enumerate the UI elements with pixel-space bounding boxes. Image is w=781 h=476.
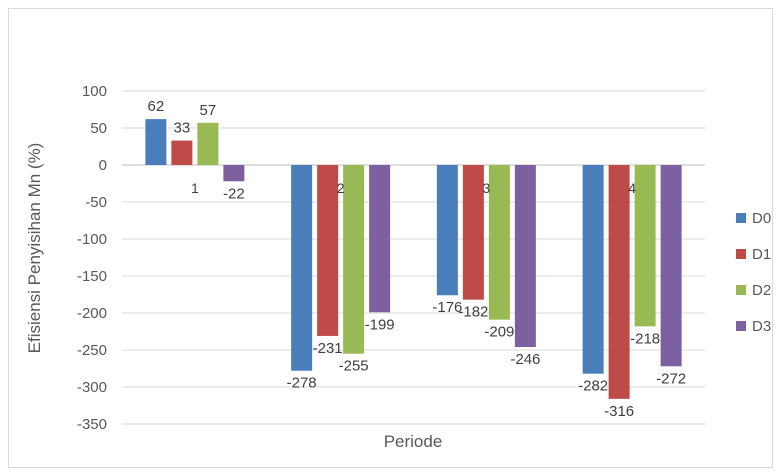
bar-d3-4 (660, 165, 682, 367)
legend-label-d2: D2 (752, 282, 771, 299)
data-label: -218 (630, 330, 660, 347)
data-label: -272 (656, 370, 686, 387)
bars (145, 119, 682, 399)
data-label: 57 (200, 102, 217, 119)
y-axis-ticks: 100 50 0 -50 -100 -150 -200 -250 -300 -350 (77, 83, 107, 433)
gridlines (122, 90, 705, 425)
data-label: -316 (604, 403, 634, 420)
y-tick-label: -300 (77, 379, 107, 396)
bar-d1-1 (171, 140, 193, 165)
x-category-label: 2 (337, 180, 345, 196)
legend-label-d0: D0 (752, 210, 771, 227)
bar-d1-4 (608, 165, 630, 399)
bar-d3-2 (369, 165, 391, 313)
data-label: 62 (148, 98, 165, 115)
x-category-label: 1 (191, 180, 199, 196)
y-tick-label: -100 (77, 231, 107, 248)
data-labels: 62 33 57 -22 1 -278 -231-255 -199 2 -176-182 -209 -… (148, 98, 687, 420)
data-label: -282 (578, 378, 608, 395)
data-label: -199 (365, 316, 395, 333)
legend-swatch-d0 (736, 213, 746, 223)
legend-label-d1: D1 (752, 246, 771, 263)
data-label: 33 (174, 120, 191, 137)
bar-d0-4 (582, 165, 604, 374)
y-tick-label: 0 (99, 157, 107, 174)
legend-swatch-d2 (736, 285, 746, 295)
x-axis-title: Periode (384, 432, 443, 451)
y-tick-label: -150 (77, 268, 107, 285)
legend-label-d3: D3 (752, 318, 771, 335)
bar-d2-3 (488, 165, 510, 320)
legend-swatch-d1 (736, 249, 746, 259)
legend-swatch-d3 (736, 321, 746, 331)
bar-d3-3 (514, 165, 536, 348)
y-tick-label: 100 (82, 83, 107, 100)
bar-d2-2 (343, 165, 365, 354)
y-tick-label: -200 (77, 305, 107, 322)
y-tick-label: 50 (90, 120, 107, 137)
bar-d1-2 (317, 165, 339, 336)
bar-d3-1 (223, 165, 245, 182)
y-tick-label: -250 (77, 342, 107, 359)
y-axis-title: Efisiensi Penyisihan Mn (%) (25, 143, 44, 354)
x-category-label: 4 (628, 180, 636, 196)
bar-d0-3 (436, 165, 458, 296)
data-label: -278 (287, 375, 317, 392)
x-category-label: 3 (482, 180, 490, 196)
data-label: -176 (432, 299, 462, 316)
y-tick-label: -350 (77, 416, 107, 433)
data-label: -22 (223, 185, 245, 202)
data-label: -255 (339, 358, 369, 375)
data-label: -209 (484, 324, 514, 341)
bar-d1-3 (462, 165, 484, 300)
bar-d2-1 (197, 122, 219, 165)
y-tick-label: -50 (85, 194, 107, 211)
legend: D0 D1 D2 D3 (736, 210, 771, 335)
bar-d2-4 (634, 165, 656, 327)
data-label: -182 (458, 304, 488, 321)
data-label: -231 (313, 340, 343, 357)
data-label: -246 (510, 351, 540, 368)
bar-d0-2 (291, 165, 313, 371)
bar-d0-1 (145, 119, 167, 165)
